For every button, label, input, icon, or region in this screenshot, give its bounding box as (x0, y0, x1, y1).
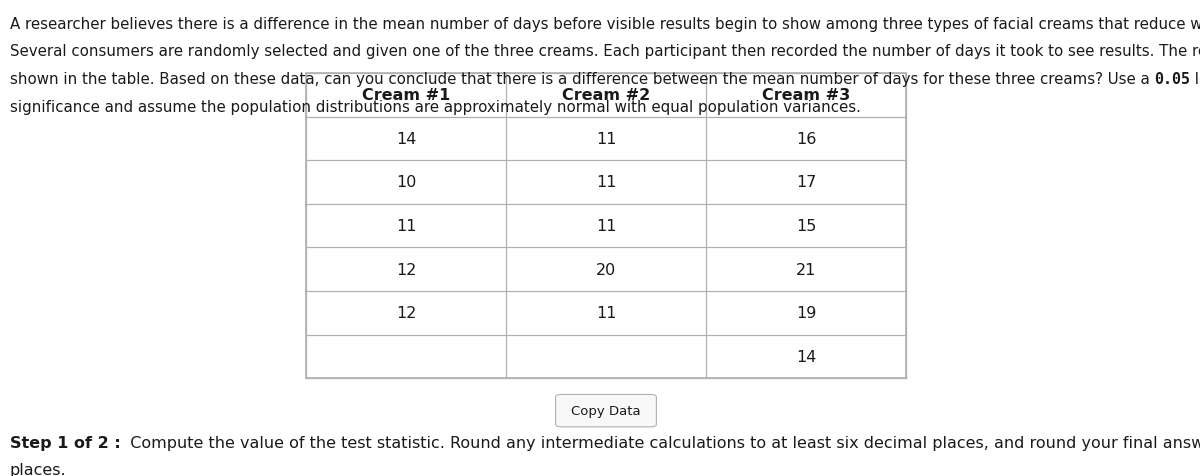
Text: 11: 11 (595, 306, 617, 321)
Text: 12: 12 (396, 262, 416, 277)
Text: 21: 21 (796, 262, 816, 277)
Text: 19: 19 (796, 306, 816, 321)
Text: Copy Data: Copy Data (571, 404, 641, 417)
Text: 20: 20 (596, 262, 616, 277)
Text: 11: 11 (595, 131, 617, 147)
Text: level of: level of (1190, 72, 1200, 87)
Text: 17: 17 (796, 175, 816, 190)
Text: Several consumers are randomly selected and given one of the three creams. Each : Several consumers are randomly selected … (10, 44, 1200, 59)
Text: 10: 10 (396, 175, 416, 190)
Text: significance and assume the population distributions are approximately normal wi: significance and assume the population d… (10, 99, 860, 114)
Text: 14: 14 (396, 131, 416, 147)
Text: 14: 14 (796, 349, 816, 364)
Text: 0.05: 0.05 (1154, 72, 1190, 87)
Text: 16: 16 (796, 131, 816, 147)
Text: Step 1 of 2 :: Step 1 of 2 : (10, 436, 120, 450)
Text: Cream #2: Cream #2 (562, 88, 650, 103)
Text: 15: 15 (796, 218, 816, 234)
Text: 11: 11 (595, 218, 617, 234)
Text: 11: 11 (595, 175, 617, 190)
Text: Compute the value of the test statistic. Round any intermediate calculations to : Compute the value of the test statistic.… (120, 436, 1200, 450)
Text: shown in the table. Based on these data, can you conclude that there is a differ: shown in the table. Based on these data,… (10, 72, 1154, 87)
Text: Cream #3: Cream #3 (762, 88, 850, 103)
Text: places.: places. (10, 462, 66, 476)
Text: 12: 12 (396, 306, 416, 321)
Text: A researcher believes there is a difference in the mean number of days before vi: A researcher believes there is a differe… (10, 17, 1200, 31)
Text: 11: 11 (396, 218, 416, 234)
Text: Cream #1: Cream #1 (362, 88, 450, 103)
